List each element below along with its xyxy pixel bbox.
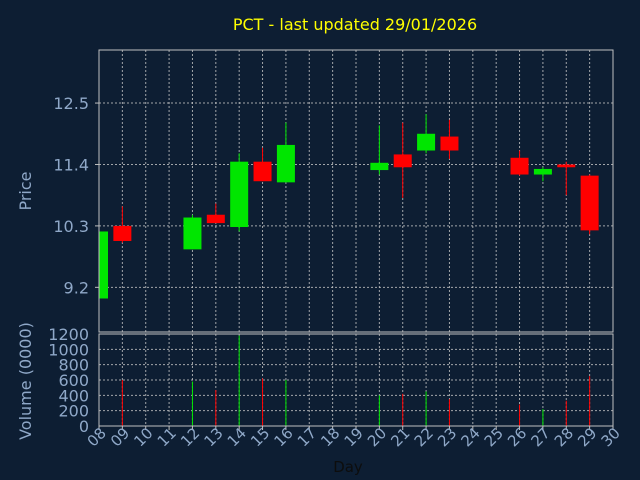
candle-body xyxy=(113,225,132,241)
candle-body xyxy=(253,161,272,182)
candle xyxy=(440,119,459,159)
price-tick-label: 9.2 xyxy=(64,278,89,297)
candle xyxy=(230,153,249,232)
candle-body xyxy=(557,164,576,168)
x-tick-labels: 0809101112131415161718192021222324252627… xyxy=(84,424,624,450)
price-tick-label: 12.5 xyxy=(53,94,89,113)
candle xyxy=(206,203,225,224)
candle-body xyxy=(370,162,389,171)
volume-tick-label: 1000 xyxy=(48,340,89,359)
candle-body xyxy=(230,161,249,228)
candle xyxy=(253,147,272,182)
candle xyxy=(580,174,599,235)
volume-tick-label: 0 xyxy=(79,417,89,436)
candle xyxy=(98,231,108,299)
x-axis-label: Day xyxy=(333,458,363,476)
price-tick-label: 10.3 xyxy=(53,217,89,236)
volume-tick-label: 800 xyxy=(58,356,89,375)
candle xyxy=(417,114,436,154)
price-axis-label: Price xyxy=(16,171,35,210)
candle xyxy=(510,150,529,176)
candle xyxy=(113,206,132,243)
candle xyxy=(276,122,295,183)
volume-bars xyxy=(121,335,591,426)
candle xyxy=(370,125,389,175)
candle xyxy=(183,214,202,250)
candle xyxy=(393,122,412,198)
volume-tick-label: 200 xyxy=(58,402,89,421)
volume-tick-label: 1200 xyxy=(48,325,89,344)
price-candles xyxy=(98,114,599,299)
volume-axis-label: Volume (0000) xyxy=(16,322,35,440)
candle xyxy=(557,161,576,196)
price-tick-label: 11.4 xyxy=(53,155,89,174)
candle-body xyxy=(510,157,529,175)
candle xyxy=(533,167,552,182)
chart-title: PCT - last updated 29/01/2026 xyxy=(233,15,477,34)
candle-body xyxy=(580,175,599,231)
price-y-tick-labels: 9.2 10.3 11.4 12.5 xyxy=(53,94,99,297)
candle-body xyxy=(533,168,552,175)
candle-body xyxy=(417,133,436,151)
volume-tick-label: 400 xyxy=(58,386,89,405)
candle-body xyxy=(206,214,225,224)
candle-body xyxy=(276,144,295,183)
candle-body xyxy=(99,231,108,299)
price-plot-frame xyxy=(98,49,614,333)
volume-tick-label: 600 xyxy=(58,371,89,390)
candle-body xyxy=(393,154,412,168)
candle-body xyxy=(440,136,459,151)
candle-body xyxy=(183,217,202,250)
